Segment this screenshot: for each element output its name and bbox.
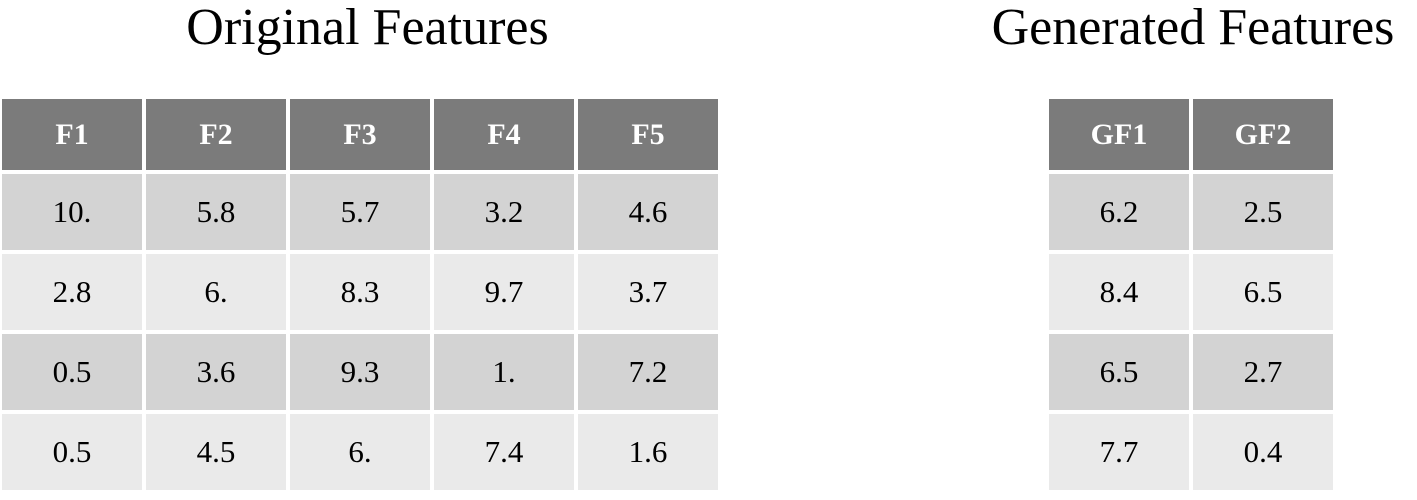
table-cell: 6.5 <box>1049 334 1189 410</box>
table-cell: 3.7 <box>578 254 718 330</box>
table-cell: 6.5 <box>1193 254 1333 330</box>
column-header-f2: F2 <box>146 99 286 170</box>
table-row: 8.4 6.5 <box>1049 254 1333 330</box>
column-header-gf1: GF1 <box>1049 99 1189 170</box>
header-row: GF1 GF2 <box>1049 99 1333 170</box>
column-header-f4: F4 <box>434 99 574 170</box>
table-cell: 4.6 <box>578 174 718 250</box>
generated-features-table: GF1 GF2 6.2 2.5 8.4 6.5 6.5 2.7 7.7 0.4 <box>1045 95 1337 494</box>
column-header-gf2: GF2 <box>1193 99 1333 170</box>
table-cell: 7.2 <box>578 334 718 410</box>
table-row: 2.8 6. 8.3 9.7 3.7 <box>2 254 718 330</box>
table-cell: 9.3 <box>290 334 430 410</box>
header-row: F1 F2 F3 F4 F5 <box>2 99 718 170</box>
table-cell: 1. <box>434 334 574 410</box>
table-row: 10. 5.8 5.7 3.2 4.6 <box>2 174 718 250</box>
table-cell: 8.4 <box>1049 254 1189 330</box>
table-cell: 2.7 <box>1193 334 1333 410</box>
table-cell: 9.7 <box>434 254 574 330</box>
table-row: 7.7 0.4 <box>1049 414 1333 490</box>
table-row: 6.2 2.5 <box>1049 174 1333 250</box>
table-row: 0.5 4.5 6. 7.4 1.6 <box>2 414 718 490</box>
table-cell: 5.8 <box>146 174 286 250</box>
table-cell: 2.5 <box>1193 174 1333 250</box>
column-header-f5: F5 <box>578 99 718 170</box>
table-cell: 4.5 <box>146 414 286 490</box>
table-cell: 3.2 <box>434 174 574 250</box>
table-cell: 7.4 <box>434 414 574 490</box>
table-cell: 8.3 <box>290 254 430 330</box>
table-cell: 6.2 <box>1049 174 1189 250</box>
table-cell: 7.7 <box>1049 414 1189 490</box>
column-header-f1: F1 <box>2 99 142 170</box>
table-cell: 0.5 <box>2 334 142 410</box>
table-cell: 1.6 <box>578 414 718 490</box>
table-cell: 0.4 <box>1193 414 1333 490</box>
generated-features-title: Generated Features <box>991 0 1395 56</box>
table-row: 6.5 2.7 <box>1049 334 1333 410</box>
original-features-title: Original Features <box>186 0 549 56</box>
original-features-table: F1 F2 F3 F4 F5 10. 5.8 5.7 3.2 4.6 2.8 6… <box>0 95 722 494</box>
table-cell: 6. <box>290 414 430 490</box>
column-header-f3: F3 <box>290 99 430 170</box>
table-cell: 10. <box>2 174 142 250</box>
table-cell: 5.7 <box>290 174 430 250</box>
table-cell: 6. <box>146 254 286 330</box>
table-row: 0.5 3.6 9.3 1. 7.2 <box>2 334 718 410</box>
table-cell: 2.8 <box>2 254 142 330</box>
table-cell: 0.5 <box>2 414 142 490</box>
table-cell: 3.6 <box>146 334 286 410</box>
